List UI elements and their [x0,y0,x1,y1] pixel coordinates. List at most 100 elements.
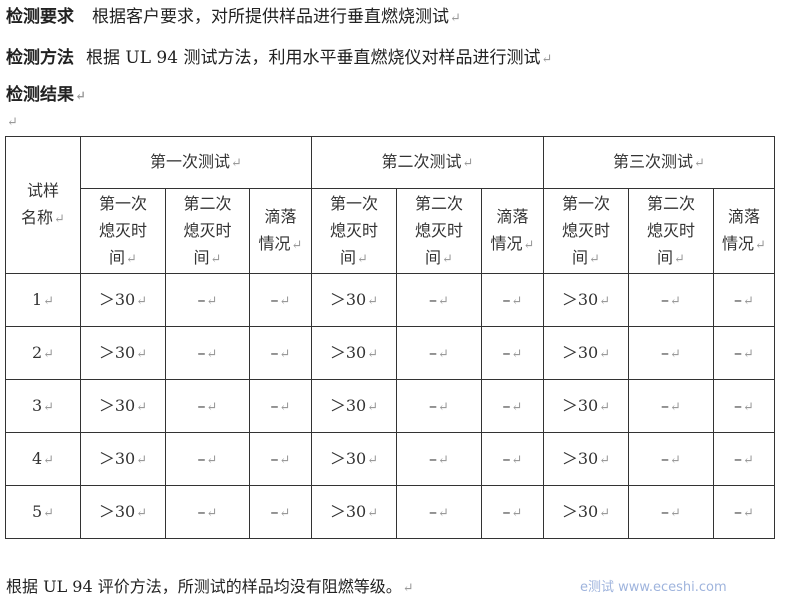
table-row: 1 ＞30 – – ＞30 – – ＞30 – – [5,273,775,327]
result-cell: – [628,485,714,539]
cell-line: 滴落 [264,207,297,226]
cell-text: – [429,290,449,309]
cell-line: 间 [166,244,249,273]
table-row: 4 ＞30 – – ＞30 – – ＞30 – – [5,432,775,486]
cell-text: ＞30 [330,449,378,468]
cell-text: ＞30 [562,502,610,521]
result-cell: ＞30 [311,432,397,486]
cell-line: 试样 [26,181,59,200]
cell-line: 间 [81,244,165,273]
result-cell: ＞30 [311,273,397,327]
result-cell: ＞30 [311,485,397,539]
result-cell: ＞30 [311,379,397,433]
result-cell: ＞30 [543,485,629,539]
cell-text: – [198,502,218,521]
cell-text: – [271,290,291,309]
result-cell: – [396,379,482,433]
result-cell: ＞30 [80,379,166,433]
cell-line: 情况 [250,230,311,259]
requirement-label: 检测要求 [6,7,74,27]
cell-text: – [661,396,681,415]
cell-text: ＞30 [562,449,610,468]
result-cell: – [249,273,312,327]
cell-line: 熄灭时 [561,220,610,240]
cell-text: 第三次测试 [613,152,705,171]
cell-line: 第一次 [98,193,147,213]
result-cell: – [396,432,482,486]
result-cell: – [628,326,714,380]
cell-line: 熄灭时 [414,220,463,240]
cell-text: ＞30 [99,449,147,468]
result-cell: – [713,485,775,539]
cell-line: 第二次 [183,193,232,213]
cell-text: 5 [32,502,54,521]
cell-text: – [429,502,449,521]
cell-text: – [429,396,449,415]
result-cell: – [249,432,312,486]
result-cell: – [628,273,714,327]
cell-line: 熄灭时 [646,220,695,240]
watermark: e测试 www.eceshi.com [580,580,727,595]
cell-text: ＞30 [99,290,147,309]
method-line: 检测方法 根据 UL 94 测试方法，利用水平垂直燃烧仪对样品进行测试 [6,47,552,71]
cell-line: 第一次 [561,193,610,213]
cell-line: 熄灭时 [183,220,232,240]
cell-line: 第二次 [646,193,695,213]
cell-text: – [661,449,681,468]
cell-text: – [198,343,218,362]
empty-paragraph [6,110,18,134]
table-row: 2 ＞30 – – ＞30 – – ＞30 – – [5,326,775,380]
sub-header: 第一次 熄灭时间 [543,188,629,274]
cell-line: 滴落 [727,207,760,226]
requirement-text: 根据客户要求，对所提供样品进行垂直燃烧测试 [92,7,461,27]
result-cell: – [713,379,775,433]
result-cell: – [249,485,312,539]
cell-text: – [503,343,523,362]
cell-text: ＞30 [330,502,378,521]
cell-text: 1 [32,290,54,309]
result-cell: ＞30 [80,326,166,380]
result-cell: – [165,273,250,327]
results-line: 检测结果 [6,84,86,108]
cell-text: – [503,449,523,468]
cell-text: – [271,343,291,362]
sample-name: 3 [5,379,81,433]
result-cell: ＞30 [80,432,166,486]
result-cell: – [713,273,775,327]
cell-text: 2 [32,343,54,362]
result-cell: – [165,379,250,433]
method-label: 检测方法 [6,48,74,68]
cell-text: – [734,396,754,415]
cell-text: – [734,290,754,309]
cell-text: – [271,449,291,468]
conclusion-text: 根据 UL 94 评价方法，所测试的样品均没有阻燃等级。 [6,576,414,600]
cell-text: – [429,343,449,362]
result-cell: – [396,485,482,539]
sub-header: 第二次 熄灭时间 [396,188,482,274]
group-header: 第二次测试 [311,136,544,189]
result-cell: ＞30 [543,379,629,433]
result-cell: – [713,326,775,380]
sub-header: 滴落 情况 [249,188,312,274]
sub-header: 滴落 情况 [713,188,775,274]
cell-line: 第一次 [329,193,378,213]
sub-header: 第二次 熄灭时间 [628,188,714,274]
result-cell: – [165,432,250,486]
group-header: 第一次测试 [80,136,312,189]
cell-text: – [198,290,218,309]
cell-line: 间 [544,244,628,273]
cell-text: 第二次测试 [382,152,474,171]
sub-header: 第二次 熄灭时间 [165,188,250,274]
cell-text: ＞30 [330,290,378,309]
cell-text: – [503,396,523,415]
sub-header: 第一次 熄灭时间 [80,188,166,274]
result-cell: – [713,432,775,486]
cell-text: – [198,449,218,468]
cell-text: – [429,449,449,468]
cell-text: ＞30 [330,343,378,362]
result-cell: – [481,379,544,433]
cell-text: – [661,290,681,309]
sample-name-header: 试样 名称 [5,136,81,274]
cell-text: – [661,502,681,521]
sample-name: 1 [5,273,81,327]
